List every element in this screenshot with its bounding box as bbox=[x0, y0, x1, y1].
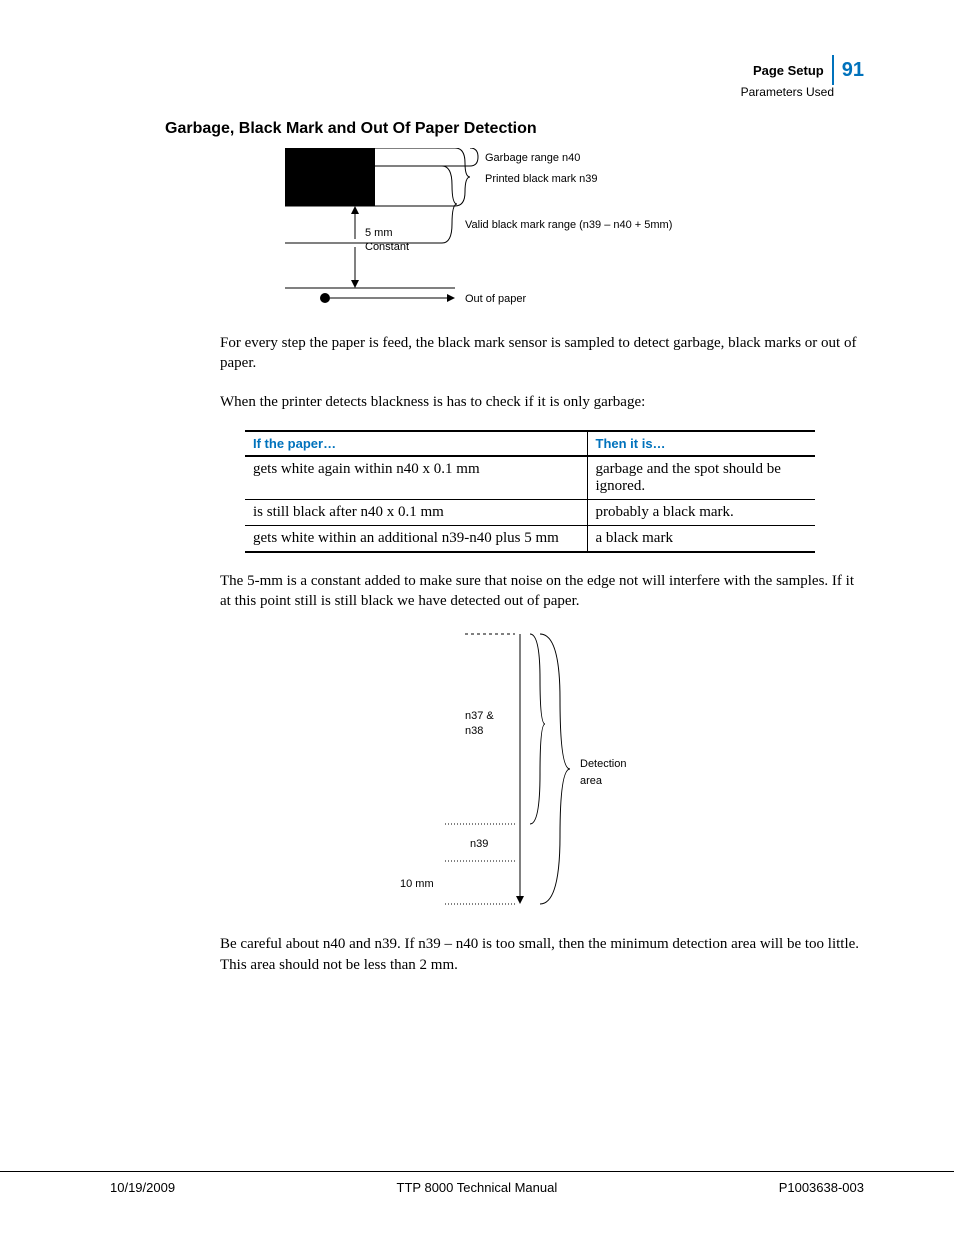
table-cell: a black mark bbox=[587, 525, 815, 552]
footer-docnum: P1003638-003 bbox=[779, 1180, 864, 1195]
table-cell: garbage and the spot should be ignored. bbox=[587, 456, 815, 500]
paragraph-2: When the printer detects blackness is ha… bbox=[220, 392, 865, 412]
footer-manual: TTP 8000 Technical Manual bbox=[397, 1180, 558, 1195]
header-subsection: Parameters Used bbox=[741, 85, 834, 99]
fig1-out-label: Out of paper bbox=[465, 293, 526, 305]
table-cell: probably a black mark. bbox=[587, 499, 815, 525]
fig2-n37-label: n37 & bbox=[465, 710, 494, 722]
table-cell: is still black after n40 x 0.1 mm bbox=[245, 499, 587, 525]
fig2-10mm-label: 10 mm bbox=[400, 878, 434, 890]
paragraph-1: For every step the paper is feed, the bl… bbox=[220, 333, 865, 374]
fig2-n39-label: n39 bbox=[470, 838, 488, 850]
fig2-area-label: area bbox=[580, 775, 603, 787]
fig1-5mm-label: 5 mm bbox=[365, 227, 393, 239]
page-number: 91 bbox=[842, 59, 864, 82]
table-row: gets white within an additional n39-n40 … bbox=[245, 525, 815, 552]
fig1-garbage-label: Garbage range n40 bbox=[485, 152, 580, 164]
table-row: is still black after n40 x 0.1 mm probab… bbox=[245, 499, 815, 525]
fig1-printed-label: Printed black mark n39 bbox=[485, 173, 598, 185]
figure-black-mark-ranges: Garbage range n40 Printed black mark n39… bbox=[275, 148, 795, 318]
fig1-constant-label: Constant bbox=[365, 241, 409, 253]
fig1-valid-label: Valid black mark range (n39 – n40 + 5mm) bbox=[465, 219, 672, 231]
figure-detection-area: n37 & n38 Detection area n39 10 mm bbox=[365, 629, 705, 919]
fig2-n38-label: n38 bbox=[465, 725, 483, 737]
main-content: Garbage, Black Mark and Out Of Paper Det… bbox=[165, 120, 865, 993]
header-divider bbox=[832, 55, 834, 85]
table-row: gets white again within n40 x 0.1 mm gar… bbox=[245, 456, 815, 500]
detection-table: If the paper… Then it is… gets white aga… bbox=[245, 430, 815, 553]
page-footer: 10/19/2009 TTP 8000 Technical Manual P10… bbox=[0, 1171, 954, 1195]
section-heading: Garbage, Black Mark and Out Of Paper Det… bbox=[165, 120, 865, 138]
footer-date: 10/19/2009 bbox=[110, 1180, 175, 1195]
paragraph-3: The 5-mm is a constant added to make sur… bbox=[220, 571, 865, 612]
table-cell: gets white again within n40 x 0.1 mm bbox=[245, 456, 587, 500]
table-cell: gets white within an additional n39-n40 … bbox=[245, 525, 587, 552]
fig2-detection-label: Detection bbox=[580, 758, 626, 770]
paragraph-4: Be careful about n40 and n39. If n39 – n… bbox=[220, 934, 865, 975]
page-header: Page Setup 91 Parameters Used bbox=[741, 55, 864, 99]
table-header-2: Then it is… bbox=[587, 431, 815, 456]
header-section: Page Setup bbox=[753, 63, 824, 78]
table-header-1: If the paper… bbox=[245, 431, 587, 456]
